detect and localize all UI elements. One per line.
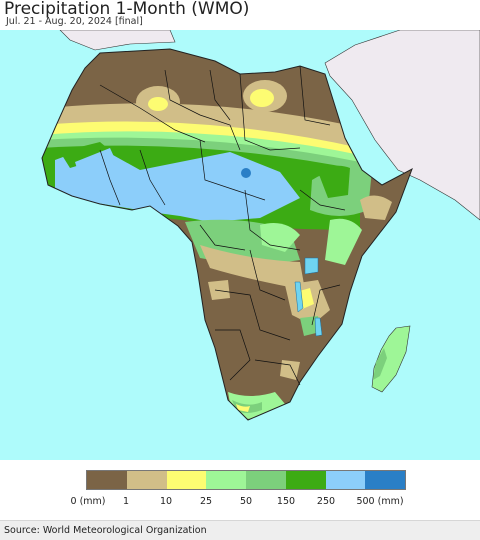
- africa-coastline: [41, 48, 413, 421]
- europe-landmass: [59, 30, 176, 51]
- madagascar: [371, 325, 411, 393]
- legend-label: 250: [316, 496, 336, 507]
- legend-swatch: [206, 471, 246, 489]
- legend-label: 1: [122, 496, 130, 507]
- legend-label: 10: [159, 496, 173, 507]
- legend-label: 500 (mm): [356, 496, 404, 507]
- legend-label: 25: [199, 496, 213, 507]
- legend-color-bar: [86, 470, 406, 490]
- legend-swatch: [87, 471, 127, 489]
- legend-swatch: [246, 471, 286, 489]
- legend-swatch: [365, 471, 405, 489]
- legend-label: 150: [276, 496, 296, 507]
- legend-label: 0 (mm): [70, 496, 106, 507]
- legend-swatch: [166, 471, 207, 489]
- madagascar-west-coast: [373, 348, 387, 380]
- legend-swatch: [126, 471, 167, 489]
- page-title: Precipitation 1-Month (WMO): [4, 0, 250, 19]
- legend-label: 50: [239, 496, 253, 507]
- map-canvas: [41, 30, 480, 421]
- legend-swatch: [285, 471, 326, 489]
- source-footer: Source: World Meteorological Organizatio…: [0, 520, 480, 540]
- legend: 0 (mm) 1 10 25 50 150 250 500 (mm): [0, 460, 480, 520]
- date-range-subtitle: Jul. 21 - Aug. 20, 2024 [final]: [6, 16, 143, 27]
- lake-malawi: [314, 317, 323, 337]
- precipitation-map: [0, 30, 480, 460]
- lake-tanganyika: [294, 281, 304, 313]
- lake-victoria: [304, 257, 319, 275]
- arabia-landmass: [324, 30, 480, 221]
- source-text: Source: World Meteorological Organizatio…: [4, 525, 207, 536]
- country-borders: [99, 65, 346, 386]
- legend-swatch: [325, 471, 366, 489]
